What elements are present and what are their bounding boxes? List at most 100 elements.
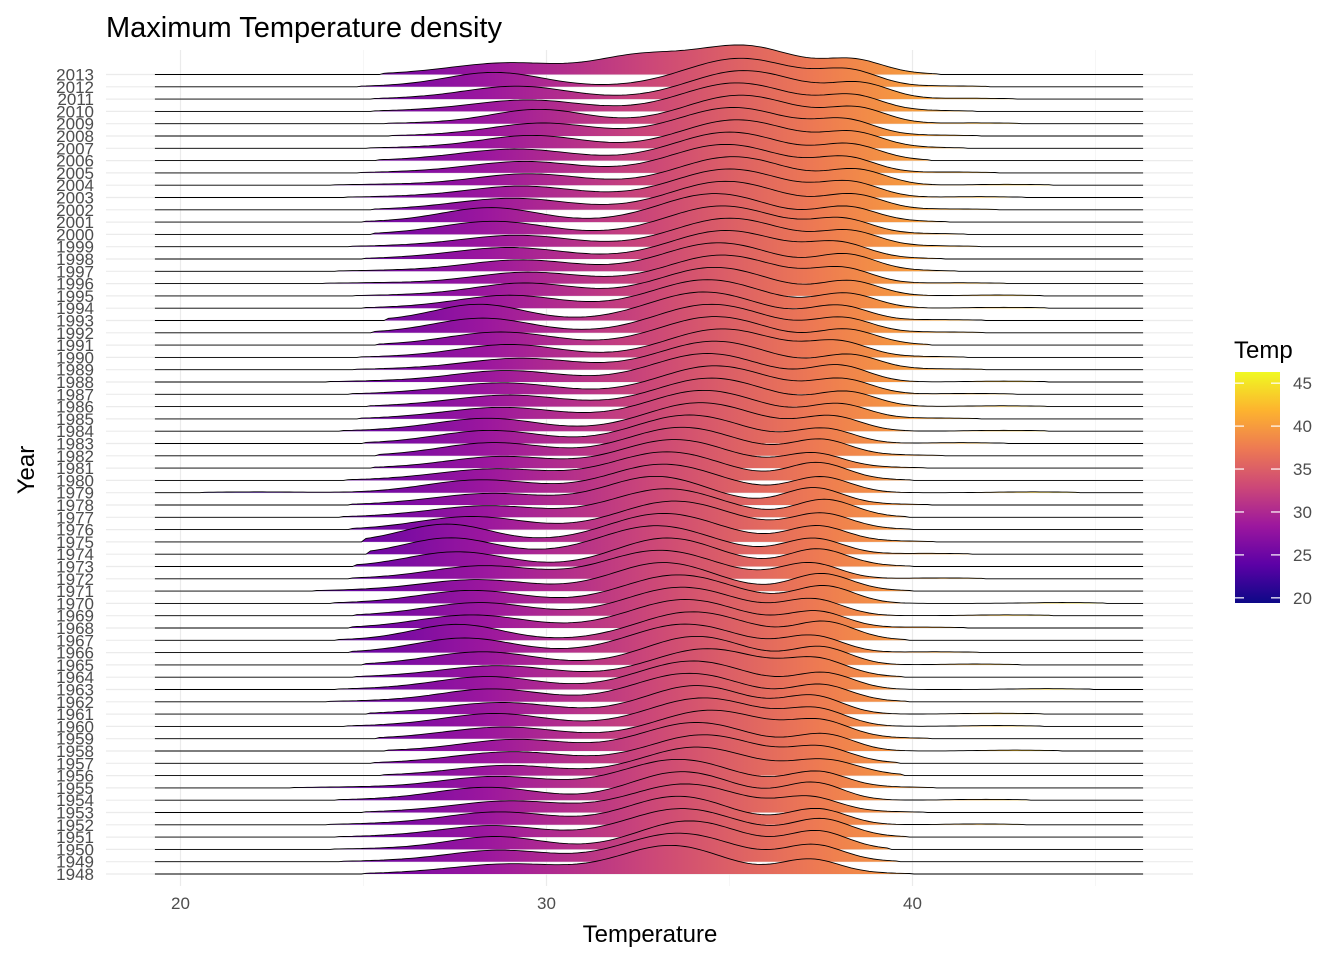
y-tick-label: 1974 — [56, 545, 94, 564]
ridges — [154, 44, 1144, 875]
ridge-outline — [154, 475, 1144, 506]
ridge-outline — [154, 414, 1144, 444]
ridge-area — [154, 734, 1144, 764]
ridge-outline — [154, 57, 1144, 88]
y-tick-label: 1953 — [56, 804, 94, 823]
y-tick-label: 1992 — [56, 324, 94, 343]
ridge-outline — [154, 242, 1144, 272]
ridge-1968 — [154, 599, 1144, 629]
y-tick-label: 1954 — [56, 791, 94, 810]
ridge-area — [154, 402, 1144, 432]
ridge-area — [154, 292, 1144, 321]
chart-title: Maximum Temperature density — [106, 12, 502, 44]
x-axis-title: Temperature — [583, 921, 718, 948]
ridge-area — [154, 808, 1144, 838]
ridge-outline — [154, 758, 1144, 789]
y-tick-label: 1957 — [56, 754, 94, 773]
ridge-1995 — [154, 266, 1144, 297]
y-tick-label: 2003 — [56, 189, 94, 208]
ridge-2005 — [154, 143, 1144, 174]
ridge-outline — [154, 107, 1144, 137]
y-tick-label: 1966 — [56, 644, 94, 663]
ridge-outline — [154, 832, 1144, 863]
y-tick-label: 1961 — [56, 705, 94, 724]
ridge-outline — [154, 844, 1144, 875]
y-tick-label: 1982 — [56, 447, 94, 466]
ridge-1994 — [154, 279, 1144, 309]
ridge-1961 — [154, 685, 1144, 715]
y-tick-label: 1963 — [56, 681, 94, 700]
ridge-1988 — [154, 353, 1144, 383]
ridge-outline — [154, 426, 1144, 457]
ridge-outline — [154, 303, 1144, 334]
y-tick-label: 1968 — [56, 619, 94, 638]
y-tick-label: 1998 — [56, 250, 94, 269]
ridge-area — [154, 722, 1144, 751]
ridge-area — [154, 587, 1144, 616]
y-tick-label: 1948 — [56, 865, 94, 884]
ridge-outline — [154, 365, 1144, 395]
ridge-1960 — [154, 697, 1144, 727]
ridge-area — [154, 181, 1144, 210]
ridge-outline — [154, 193, 1144, 223]
ridge-outline — [154, 808, 1144, 838]
y-tick-label: 1981 — [56, 459, 94, 478]
ridge-area — [154, 685, 1144, 715]
legend-ticks: 20 25 30 35 40 45 — [1235, 374, 1312, 608]
ridge-1987 — [154, 365, 1144, 395]
legend-tick-label: 25 — [1293, 546, 1312, 565]
ridge-area — [154, 119, 1144, 149]
ridge-area — [154, 242, 1144, 272]
ridge-1993 — [154, 291, 1144, 321]
y-tick-label: 1952 — [56, 816, 94, 835]
ridge-2009 — [154, 94, 1144, 125]
y-tick-label: 2001 — [56, 213, 94, 232]
y-tick-label: 1984 — [56, 422, 94, 441]
y-tick-label: 1995 — [56, 287, 94, 306]
y-tick-label: 1986 — [56, 398, 94, 417]
ridge-area — [154, 673, 1144, 702]
y-tick-label: 2013 — [56, 66, 94, 85]
y-tick-label: 1978 — [56, 496, 94, 515]
y-tick-label: 2002 — [56, 201, 94, 220]
ridge-1962 — [154, 672, 1144, 703]
ridge-outline — [154, 549, 1144, 580]
ridge-outline — [154, 574, 1144, 604]
ridge-area — [154, 759, 1144, 788]
legend-tick-label: 30 — [1293, 503, 1312, 522]
ridge-1977 — [154, 488, 1144, 518]
y-tick-label: 2012 — [56, 78, 94, 97]
ridge-area — [154, 328, 1144, 358]
ridge-1984 — [154, 402, 1144, 432]
ridge-2006 — [154, 131, 1144, 162]
ridge-area — [154, 82, 1144, 112]
ridge-outline — [154, 131, 1144, 162]
ridge-2013 — [154, 44, 1144, 75]
ridge-area — [154, 70, 1144, 100]
y-tick-label: 1975 — [56, 533, 94, 552]
ridge-outline — [154, 635, 1144, 666]
y-tick-label: 1993 — [56, 312, 94, 331]
ridge-outline — [154, 328, 1144, 358]
y-tick-label: 1956 — [56, 767, 94, 786]
ridge-1954 — [154, 771, 1144, 801]
ridge-1965 — [154, 635, 1144, 666]
ridge-outline — [154, 586, 1144, 617]
ridge-outline — [154, 488, 1144, 518]
ridge-2004 — [154, 156, 1144, 186]
ridge-area — [154, 636, 1144, 665]
y-tick-label: 1985 — [56, 410, 94, 429]
ridge-area — [154, 710, 1144, 739]
ridge-outline — [154, 291, 1144, 321]
ridge-1967 — [154, 611, 1144, 641]
y-axis-title: Year — [13, 446, 40, 495]
ridge-outline — [154, 672, 1144, 703]
ridge-area — [154, 316, 1144, 346]
x-tick-label: 40 — [903, 894, 922, 913]
ridge-outline — [154, 623, 1144, 654]
ridge-1985 — [154, 389, 1144, 420]
ridge-area — [154, 661, 1144, 690]
ridge-area — [154, 304, 1144, 333]
ridge-outline — [154, 377, 1144, 408]
color-legend: Temp 20 25 30 35 40 45 — [1234, 337, 1312, 608]
